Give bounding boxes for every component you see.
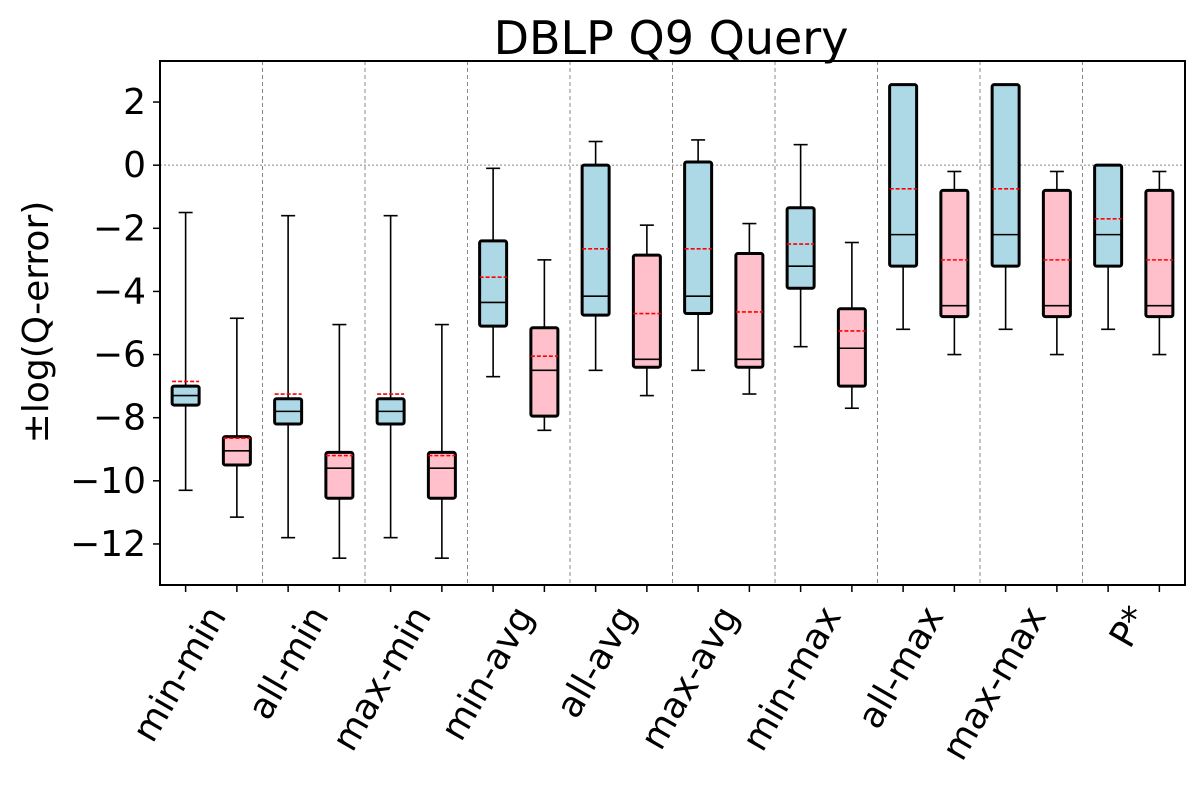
box-max-max-series-2	[1041, 170, 1072, 356]
box-iqr	[1041, 188, 1072, 319]
box-min-max-series-1	[785, 143, 816, 348]
box-all-max-series-2	[939, 170, 970, 356]
box-iqr	[580, 163, 611, 317]
box-max-min-series-2	[426, 323, 457, 559]
plot-area	[160, 61, 1185, 585]
box-iqr	[529, 326, 560, 418]
box-all-min-series-2	[324, 323, 355, 559]
box-iqr	[785, 206, 816, 290]
box-min-avg-series-2	[529, 259, 560, 432]
box-iqr	[426, 450, 457, 500]
y-axis-label: ±log(Q-error)	[16, 201, 57, 444]
y-tick-label: −10	[70, 461, 146, 502]
box-P*-series-1	[1093, 163, 1124, 331]
box-iqr	[888, 83, 919, 268]
box-iqr	[631, 253, 662, 369]
chart-title: DBLP Q9 Query	[494, 11, 849, 65]
y-tick-label: −2	[93, 208, 146, 249]
box-min-avg-series-1	[478, 167, 509, 378]
y-tick-label: −4	[93, 271, 146, 312]
y-tick-label: −12	[70, 524, 146, 565]
y-tick-label: −6	[93, 335, 146, 376]
box-all-max-series-1	[888, 83, 919, 331]
box-iqr	[734, 252, 765, 369]
box-min-max-series-2	[836, 241, 867, 410]
box-iqr	[939, 188, 970, 319]
box-iqr	[1144, 188, 1175, 319]
box-all-avg-series-2	[631, 224, 662, 397]
box-max-min-series-1	[375, 214, 406, 539]
axes-frame	[159, 60, 1186, 586]
box-P*-series-2	[1144, 170, 1175, 356]
y-tick-label: −8	[93, 398, 146, 439]
box-iqr	[478, 239, 509, 328]
box-all-avg-series-1	[580, 140, 611, 372]
y-tick-label: 0	[123, 145, 146, 186]
box-iqr	[683, 160, 714, 316]
box-iqr	[324, 450, 355, 500]
box-iqr	[1093, 163, 1124, 268]
box-min-min-series-2	[221, 317, 252, 518]
box-all-min-series-1	[273, 214, 304, 539]
box-max-avg-series-2	[734, 222, 765, 395]
box-max-max-series-1	[990, 83, 1021, 331]
y-tick-label: 2	[123, 82, 146, 123]
box-iqr	[990, 83, 1021, 268]
box-max-avg-series-1	[683, 139, 714, 372]
box-min-min-series-1	[170, 211, 201, 492]
